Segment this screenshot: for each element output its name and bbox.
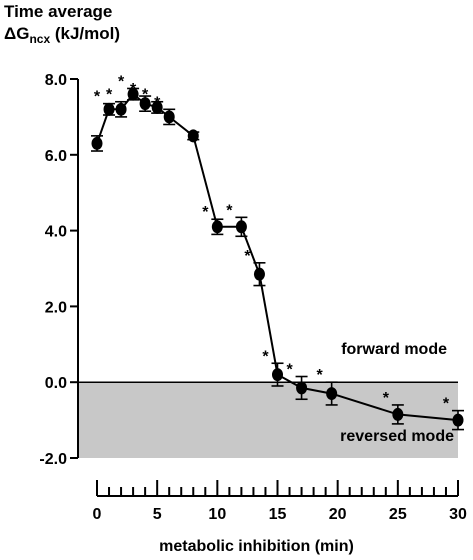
significance-star: * — [262, 348, 269, 365]
y-tick-label: 8.0 — [45, 72, 67, 89]
data-point — [235, 220, 247, 234]
significance-star: * — [106, 87, 113, 104]
significance-markers: * * * * * * * * * * * * * * — [94, 73, 450, 412]
significance-star: * — [142, 87, 149, 104]
data-point — [392, 407, 404, 421]
x-tick-label: 30 — [449, 506, 467, 523]
data-point — [296, 381, 308, 395]
data-point — [127, 87, 139, 101]
y-axis-label-line1: Time average — [4, 2, 113, 21]
y-axis-label-unit: (kJ/mol) — [50, 24, 121, 43]
y-axis-label-subscript: ncx — [29, 32, 51, 46]
significance-star: * — [154, 94, 161, 111]
significance-star: * — [286, 362, 293, 379]
data-point — [452, 413, 464, 427]
y-axis-label-line2: ΔGncx (kJ/mol) — [4, 24, 120, 46]
reversed-mode-annotation: reversed mode — [340, 428, 454, 445]
series-line — [96, 92, 459, 422]
x-tick-label: 15 — [269, 506, 287, 523]
y-tick-label: -2.0 — [39, 451, 67, 468]
data-point — [163, 110, 175, 124]
significance-star: * — [94, 89, 101, 106]
data-points — [91, 87, 464, 427]
data-point — [326, 387, 338, 401]
data-point — [91, 136, 103, 150]
y-axis-ticks: -2.0 0.0 2.0 4.0 6.0 8.0 — [39, 72, 78, 468]
y-tick-label: 4.0 — [45, 224, 67, 241]
significance-star: * — [226, 202, 233, 219]
data-point — [272, 368, 283, 382]
significance-star: * — [317, 367, 324, 384]
significance-star: * — [443, 396, 450, 413]
forward-mode-annotation: forward mode — [341, 341, 447, 358]
reversed-mode-shaded-region — [79, 382, 458, 458]
significance-star: * — [383, 390, 390, 407]
data-point — [253, 267, 265, 281]
data-point — [187, 129, 199, 143]
significance-star: * — [118, 73, 125, 90]
y-tick-label: 2.0 — [45, 299, 67, 316]
x-tick-label: 20 — [329, 506, 347, 523]
significance-star: * — [202, 204, 209, 221]
significance-star: * — [244, 248, 251, 265]
x-tick-label: 10 — [208, 506, 226, 523]
data-point — [103, 102, 115, 116]
data-point — [115, 102, 127, 116]
x-tick-label: 0 — [93, 506, 102, 523]
y-tick-label: 0.0 — [45, 375, 67, 392]
data-point — [151, 100, 163, 114]
y-axis-label-delta: ΔG — [4, 24, 30, 43]
x-axis-label: metabolic inhibition (min) — [159, 538, 354, 555]
x-axis-ticks: 0 5 10 15 20 25 30 — [93, 480, 467, 523]
data-point — [139, 97, 151, 111]
x-tick-label: 25 — [389, 506, 407, 523]
x-tick-label: 5 — [153, 506, 162, 523]
y-tick-label: 6.0 — [45, 148, 67, 165]
significance-star: * — [130, 81, 137, 98]
data-point — [211, 220, 223, 234]
